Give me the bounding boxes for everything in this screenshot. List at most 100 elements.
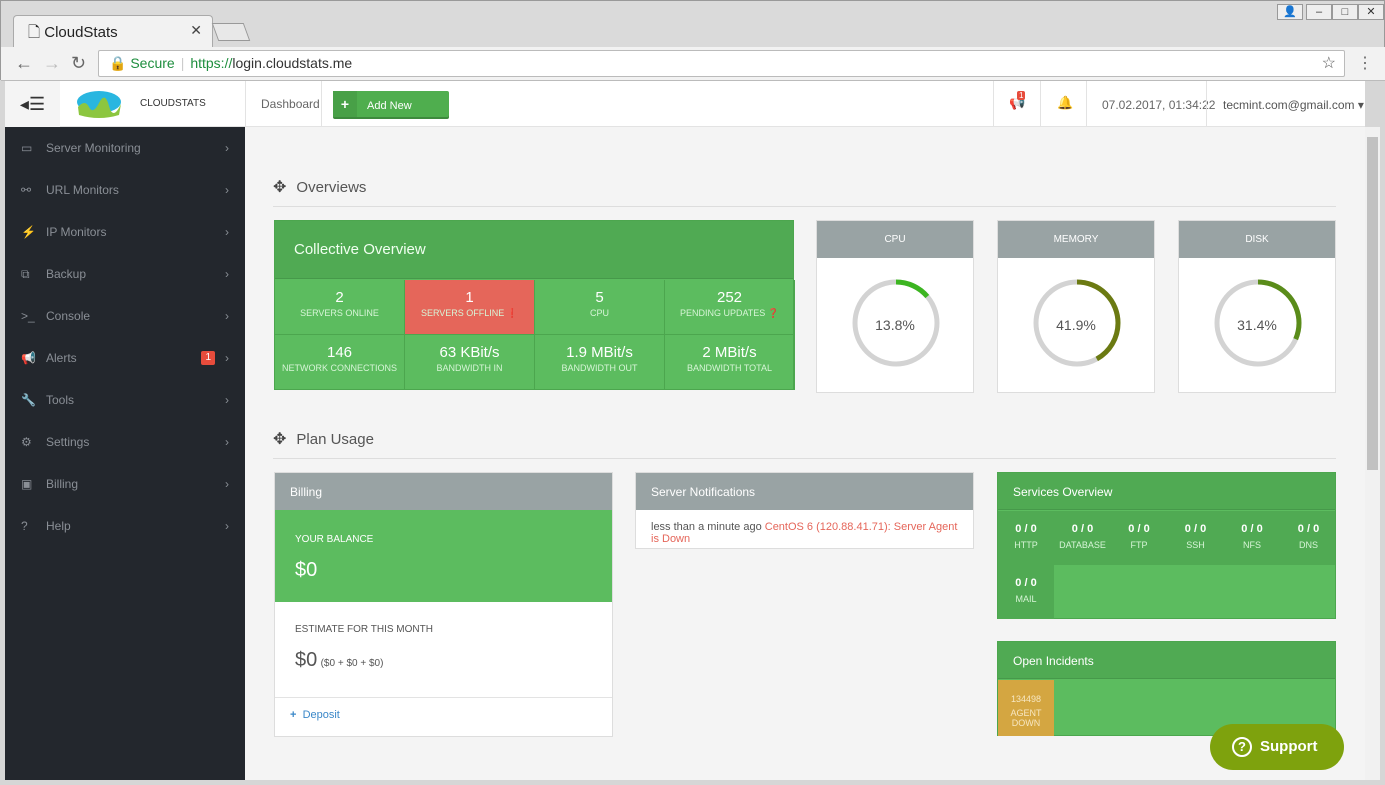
sidebar-item-billing[interactable]: ▣ Billing › [5,463,245,505]
move-icon[interactable]: ✥ [273,431,287,448]
service-mail[interactable]: 0 / 0 MAIL [998,577,1054,604]
stat-label: BANDWIDTH IN [436,363,503,373]
overview-stat[interactable]: 252 PENDING UPDATES ❓ [665,280,795,335]
gauge-value: 41.9% [1056,317,1096,333]
service-value: 0 / 0 [1241,523,1263,535]
chevron-right-icon: › [225,267,229,281]
question-icon: ❓ [767,308,780,318]
wrench-icon: 🔧 [21,393,36,407]
stat-label: SERVERS ONLINE [300,308,379,318]
overview-stat[interactable]: 146 NETWORK CONNECTIONS [275,335,405,390]
help-circle-icon: ? [1232,737,1252,757]
add-new-monitor-button[interactable]: +Add New Monitor [333,91,449,138]
open-incidents-panel: Open Incidents 134498 AGENT DOWN [997,641,1336,736]
gauge-title: DISK [1179,221,1335,258]
menu-icon[interactable]: ⋮ [1357,55,1373,72]
page-scrollbar[interactable] [1365,127,1380,780]
sidebar-toggle-icon[interactable]: ◂☰ [5,81,60,127]
stat-label: BANDWIDTH OUT [561,363,638,373]
service-nfs[interactable]: 0 / 0 NFS [1224,523,1280,550]
reload-icon[interactable]: ↻ [71,53,87,73]
minimize-button[interactable]: – [1306,4,1332,20]
back-icon[interactable]: ← [15,53,33,73]
forward-icon[interactable]: → [43,53,61,73]
gauge-fill [1033,279,1121,367]
service-ssh[interactable]: 0 / 0 SSH [1168,523,1224,550]
overview-stat[interactable]: 63 KBit/s BANDWIDTH IN [405,335,535,390]
overview-stat[interactable]: 5 CPU [535,280,665,335]
balance-value: $0 [295,559,318,581]
sidebar-item-settings[interactable]: ⚙ Settings › [5,421,245,463]
gauge-ring [1214,279,1302,367]
stat-label: CPU [589,308,609,318]
balance-label: YOUR BALANCE [295,534,374,545]
overview-stat[interactable]: 1.9 MBit/s BANDWIDTH OUT [535,335,665,390]
bell-icon[interactable]: 🔔 [1057,95,1074,110]
tab-title: CloudStats [44,24,118,41]
sidebar-item-tools[interactable]: 🔧 Tools › [5,379,245,421]
stat-value: 1.9 MBit/s [566,344,633,361]
support-button[interactable]: ? Support [1210,724,1344,770]
support-label: Support [1260,738,1318,755]
overview-stat[interactable]: 2 MBit/s BANDWIDTH TOTAL [665,335,795,390]
cogs-icon: ⚙ [21,435,32,449]
profile-icon[interactable]: 👤 [1277,4,1303,20]
browser-tab[interactable]: 🗋 CloudStats ✕ [13,15,213,47]
stat-value: 2 [335,289,344,306]
sidebar-item-label: URL Monitors [46,183,119,197]
sidebar-item-url-monitors[interactable]: ⚯ URL Monitors › [5,169,245,211]
sidebar-item-label: Server Monitoring [46,141,141,155]
deposit-link[interactable]: + Deposit [275,698,612,732]
incident-item[interactable]: 134498 AGENT DOWN [998,680,1054,736]
maximize-button[interactable]: □ [1332,4,1358,20]
bullhorn-icon: 📢 [21,351,36,365]
browser-chrome: 🗋 CloudStats ✕ 👤 – □ ✕ ← → ↻ 🔒 Secure | htt… [0,0,1385,81]
sidebar-item-server-monitoring[interactable]: ▭ Server Monitoring › [5,127,245,169]
service-http[interactable]: 0 / 0 HTTP [998,523,1054,550]
sidebar-item-help[interactable]: ? Help › [5,505,245,547]
address-bar[interactable]: 🔒 Secure | https://login.cloudstats.me ☆ [98,50,1345,77]
announcements-icon[interactable]: 📢 1 [1009,91,1026,110]
stat-value: 146 [326,344,353,361]
chevron-right-icon: › [225,477,229,491]
money-icon: ▣ [21,477,33,491]
bookmark-star-icon[interactable]: ☆ [1321,55,1336,72]
plus-icon: + [333,91,357,117]
incidents-title: Open Incidents [998,642,1335,679]
sidebar-item-ip-monitors[interactable]: ⚡ IP Monitors › [5,211,245,253]
stat-value: 1 [465,289,474,306]
sidebar-item-alerts[interactable]: 📢 Alerts 1 › [5,337,245,379]
notification-item[interactable]: less than a minute ago CentOS 6 (120.88.… [636,510,973,556]
service-database[interactable]: 0 / 0 DATABASE [1055,523,1111,550]
move-icon[interactable]: ✥ [273,179,287,196]
notification-server[interactable]: CentOS 6 (120.88.41.71): [764,521,891,533]
sidebar-item-label: Help [46,519,71,533]
section-title: Overviews [296,179,367,196]
user-menu[interactable]: tecmint.com@gmail.com ▾ [1223,98,1364,112]
gauge-title: MEMORY [998,221,1154,258]
service-dns[interactable]: 0 / 0 DNS [1281,523,1337,550]
gauge-memory: MEMORY 41.9% [997,220,1155,393]
close-tab-icon[interactable]: ✕ [190,22,202,38]
sidebar-item-console[interactable]: >_ Console › [5,295,245,337]
server-notifications-panel: Server Notifications less than a minute … [635,472,974,549]
close-window-button[interactable]: ✕ [1358,4,1384,20]
services-overview-panel: Services Overview 0 / 0 HTTP 0 / 0 DATABASE… [997,472,1336,619]
gauge-value: 31.4% [1237,317,1277,333]
sidebar-item-backup[interactable]: ⧉ Backup › [5,253,245,295]
sidebar: ▭ Server Monitoring › ⚯ URL Monitors › ⚡ IP Mon… [5,127,245,780]
gauge-cpu: CPU 13.8% [816,220,974,393]
new-tab-button[interactable] [211,23,251,41]
stat-label: SERVERS OFFLINE [420,308,505,318]
link-icon: ⚯ [21,183,32,197]
notification-message: Server Agent is Down [651,521,958,545]
chevron-right-icon: › [225,351,229,365]
overview-stat[interactable]: 2 SERVERS ONLINE [275,280,405,335]
sidebar-badge: 1 [201,351,215,365]
overview-stat[interactable]: 1 SERVERS OFFLINE ❗ [405,280,535,335]
overviews-heading: ✥ Overviews [273,177,1336,207]
breadcrumb-dashboard[interactable]: Dashboard [261,97,320,111]
service-ftp[interactable]: 0 / 0 FTP [1111,523,1167,550]
scrollbar-thumb[interactable] [1367,137,1378,470]
stat-label: BANDWIDTH TOTAL [686,363,772,373]
